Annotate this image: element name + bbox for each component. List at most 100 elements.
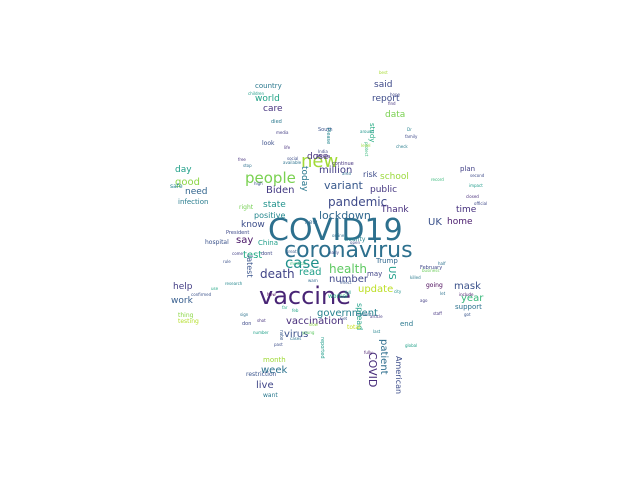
word-cloud-word: stop: [243, 163, 252, 168]
word-cloud-word: mask: [454, 281, 481, 292]
word-cloud-word: know: [241, 220, 265, 230]
word-cloud-word: best: [379, 70, 388, 75]
word-cloud-word: vaccination: [286, 316, 344, 327]
word-cloud-word: medical: [290, 261, 306, 266]
word-cloud-word: children: [248, 91, 265, 96]
word-cloud-word: find: [388, 101, 396, 106]
word-cloud-word: Get: [340, 316, 348, 321]
word-cloud-word: staff: [433, 311, 442, 316]
word-cloud-word: restriction: [246, 371, 277, 378]
word-cloud-word: half: [438, 261, 446, 266]
word-cloud-word: Please: [325, 128, 331, 145]
word-cloud-word: infection: [178, 198, 209, 206]
word-cloud-word: want: [263, 392, 278, 399]
word-cloud-word: case: [285, 254, 320, 272]
word-cloud-word: variant: [324, 179, 363, 192]
word-cloud-word: virus: [284, 329, 309, 340]
word-cloud-word: media: [276, 130, 289, 135]
word-cloud-word: New: [267, 292, 276, 297]
word-cloud-word: school: [380, 172, 409, 182]
word-cloud-word: going: [426, 282, 443, 289]
word-cloud-word: life: [284, 145, 291, 150]
word-cloud-word: COVID: [366, 352, 379, 388]
word-cloud-word: official: [474, 201, 488, 206]
word-cloud-word: risk: [363, 170, 378, 179]
word-cloud-word: died: [271, 119, 282, 125]
word-cloud-word: available: [283, 160, 302, 165]
word-cloud-word: test: [243, 250, 263, 261]
word-cloud-word: right: [239, 204, 254, 211]
word-cloud-word: come: [232, 251, 244, 256]
word-cloud-word: research: [225, 281, 243, 286]
word-cloud-word: say: [236, 235, 254, 246]
word-cloud-word: time: [456, 205, 477, 215]
word-cloud-word: dose: [307, 152, 329, 162]
word-cloud-word: said: [374, 80, 393, 90]
word-cloud-word: total: [347, 324, 361, 331]
word-cloud-word: open: [350, 240, 360, 245]
word-cloud-word: home: [447, 217, 473, 227]
word-cloud-word: record: [431, 177, 444, 182]
word-cloud-word: new: [305, 219, 318, 226]
word-cloud-word: world: [255, 94, 280, 104]
word-cloud-word: article: [370, 314, 383, 319]
word-cloud-word: safe: [170, 183, 183, 190]
word-cloud-word: feb: [292, 308, 299, 313]
word-cloud-word: UK: [428, 217, 442, 228]
word-cloud-word: city: [394, 289, 402, 294]
word-cloud-word: President: [226, 230, 250, 236]
word-cloud-word: far: [282, 305, 288, 310]
word-cloud-word: plan: [460, 165, 476, 173]
word-cloud-word: today: [299, 166, 309, 192]
word-cloud-word: Thank: [381, 205, 409, 215]
word-cloud-word: pandemic: [328, 195, 388, 209]
word-cloud-word: worker: [328, 293, 349, 300]
word-cloud-word: public: [370, 185, 398, 195]
word-cloud-word: death: [260, 267, 295, 281]
word-cloud-word: patient: [378, 339, 389, 375]
word-cloud-word: Dr: [407, 127, 412, 132]
word-cloud-word: business: [422, 268, 440, 273]
word-cloud-word: fully: [364, 350, 373, 355]
word-cloud-word: slow: [309, 322, 318, 327]
word-cloud-word: care: [263, 104, 283, 114]
word-cloud-word: thing: [178, 312, 194, 319]
word-cloud-word: dont: [261, 251, 273, 257]
word-cloud-word: week: [261, 365, 288, 376]
word-cloud-word: latest: [245, 255, 254, 278]
word-cloud-word: global: [405, 343, 418, 348]
word-cloud-word: sign: [240, 312, 249, 317]
word-cloud-word: year: [461, 293, 484, 304]
word-cloud-word: rate: [278, 330, 284, 341]
word-cloud-word: support: [455, 303, 482, 311]
word-cloud-word: around: [360, 129, 375, 134]
word-cloud-word: confirmed: [191, 292, 212, 297]
word-cloud-word: may: [367, 270, 383, 278]
word-cloud-word: US: [386, 266, 397, 280]
word-cloud-word: testing: [178, 318, 199, 325]
word-cloud-word: closed: [466, 194, 479, 199]
word-cloud-word: people: [245, 169, 296, 187]
word-cloud-word: day: [175, 165, 192, 175]
word-cloud-word: month: [263, 356, 286, 364]
word-cloud-word: work: [171, 296, 193, 306]
word-cloud-word: data: [385, 110, 406, 120]
word-cloud-word: new: [301, 151, 339, 172]
word-cloud-word: report: [372, 94, 400, 104]
word-cloud-word: hope: [390, 92, 400, 97]
word-cloud-word: high: [254, 181, 263, 186]
word-cloud-word: second: [470, 173, 485, 178]
word-cloud-word: February: [420, 265, 443, 271]
word-cloud-word: reported: [319, 337, 325, 359]
word-cloud-word: early: [329, 250, 340, 255]
word-cloud-word: government: [317, 308, 378, 319]
word-cloud-word: positive: [254, 211, 286, 220]
word-cloud-word: health: [329, 262, 367, 276]
word-cloud-word: lockdown: [319, 209, 371, 222]
word-cloud-word: Biden: [266, 185, 295, 196]
word-cloud-word: effect: [340, 280, 352, 285]
word-cloud-word: good: [175, 177, 200, 188]
word-cloud-word: got: [464, 312, 471, 317]
